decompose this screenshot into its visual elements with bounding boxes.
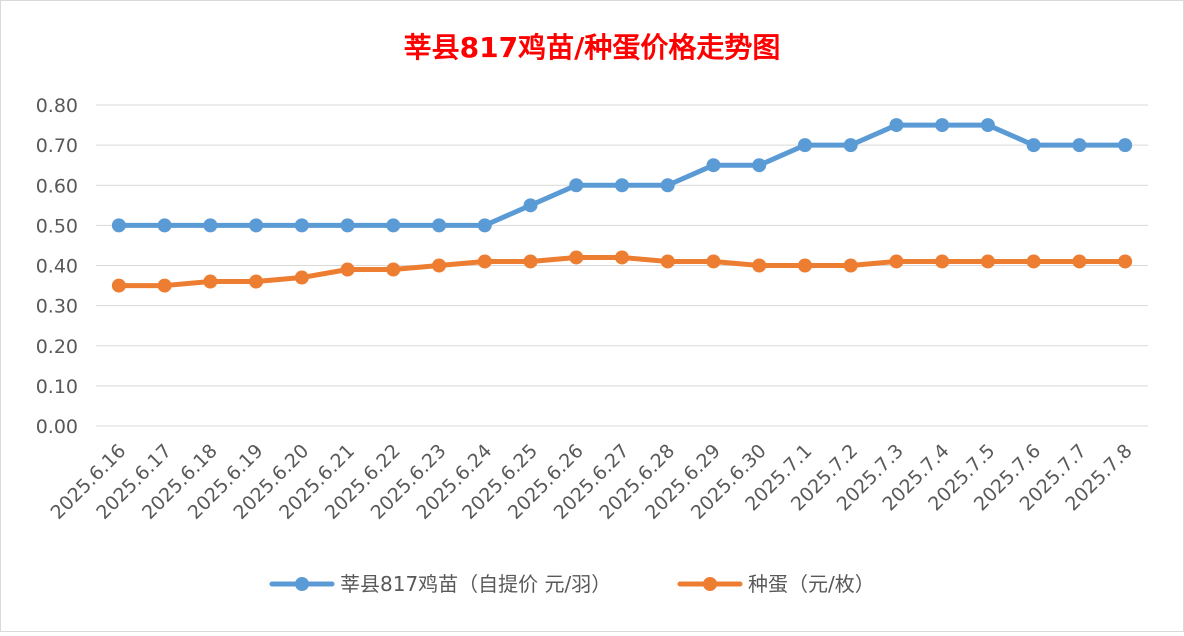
data-point	[1026, 254, 1041, 269]
data-point	[980, 118, 995, 133]
data-point	[432, 218, 447, 233]
data-point	[843, 138, 858, 153]
data-point	[1118, 254, 1133, 269]
data-point	[432, 258, 447, 273]
y-tick-label: 0.80	[36, 95, 78, 117]
data-point	[249, 274, 264, 289]
y-tick-label: 0.20	[36, 336, 78, 358]
data-point	[935, 118, 950, 133]
data-point	[386, 262, 401, 277]
data-point	[203, 274, 218, 289]
data-point	[477, 254, 492, 269]
data-point	[249, 218, 264, 233]
data-point	[797, 258, 812, 273]
y-tick-label: 0.30	[36, 296, 78, 318]
data-point	[203, 218, 218, 233]
data-point	[935, 254, 950, 269]
series-1	[111, 118, 1133, 233]
data-point	[294, 218, 309, 233]
data-point	[797, 138, 812, 153]
data-point	[569, 250, 584, 265]
legend-label: 种蛋（元/枚）	[748, 572, 875, 596]
data-point	[523, 198, 538, 213]
data-point	[889, 254, 904, 269]
y-tick-label: 0.50	[36, 215, 78, 237]
data-point	[1026, 138, 1041, 153]
data-point	[615, 178, 629, 193]
data-point	[111, 278, 126, 293]
data-point	[706, 158, 721, 173]
legend-item: 莘县817鸡苗（自提价 元/羽）	[269, 572, 611, 596]
data-point	[340, 262, 355, 277]
series-group	[111, 118, 1133, 293]
data-point	[843, 258, 858, 273]
data-point	[615, 250, 629, 265]
data-point	[157, 278, 172, 293]
legend-label: 莘县817鸡苗（自提价 元/羽）	[340, 572, 611, 596]
legend-marker	[295, 577, 309, 591]
data-point	[340, 218, 355, 233]
data-point	[889, 118, 904, 133]
y-tick-label: 0.70	[36, 135, 78, 157]
data-point	[706, 254, 721, 269]
y-axis: 0.00 0.10 0.20 0.30 0.40 0.50 0.60 0.70 0.80	[36, 95, 78, 438]
y-tick-label: 0.40	[36, 256, 78, 278]
legend-item: 种蛋（元/枚）	[677, 572, 875, 596]
data-point	[523, 254, 538, 269]
data-point	[477, 218, 492, 233]
series-2	[111, 250, 1133, 293]
data-point	[660, 178, 675, 193]
data-point	[1072, 254, 1087, 269]
legend: 莘县817鸡苗（自提价 元/羽） 种蛋（元/枚）	[269, 572, 875, 596]
data-point	[660, 254, 675, 269]
data-point	[294, 270, 309, 285]
data-point	[569, 178, 584, 193]
data-point	[1118, 138, 1133, 153]
y-tick-label: 0.10	[36, 376, 78, 398]
y-tick-label: 0.60	[36, 175, 78, 197]
data-point	[752, 158, 767, 173]
data-point	[111, 218, 126, 233]
y-tick-label: 0.00	[36, 416, 78, 438]
data-point	[1072, 138, 1087, 153]
data-point	[157, 218, 172, 233]
data-point	[980, 254, 995, 269]
data-point	[386, 218, 401, 233]
data-point	[752, 258, 767, 273]
legend-marker	[703, 577, 717, 591]
chart-title: 莘县817鸡苗/种蛋价格走势图	[404, 31, 781, 64]
